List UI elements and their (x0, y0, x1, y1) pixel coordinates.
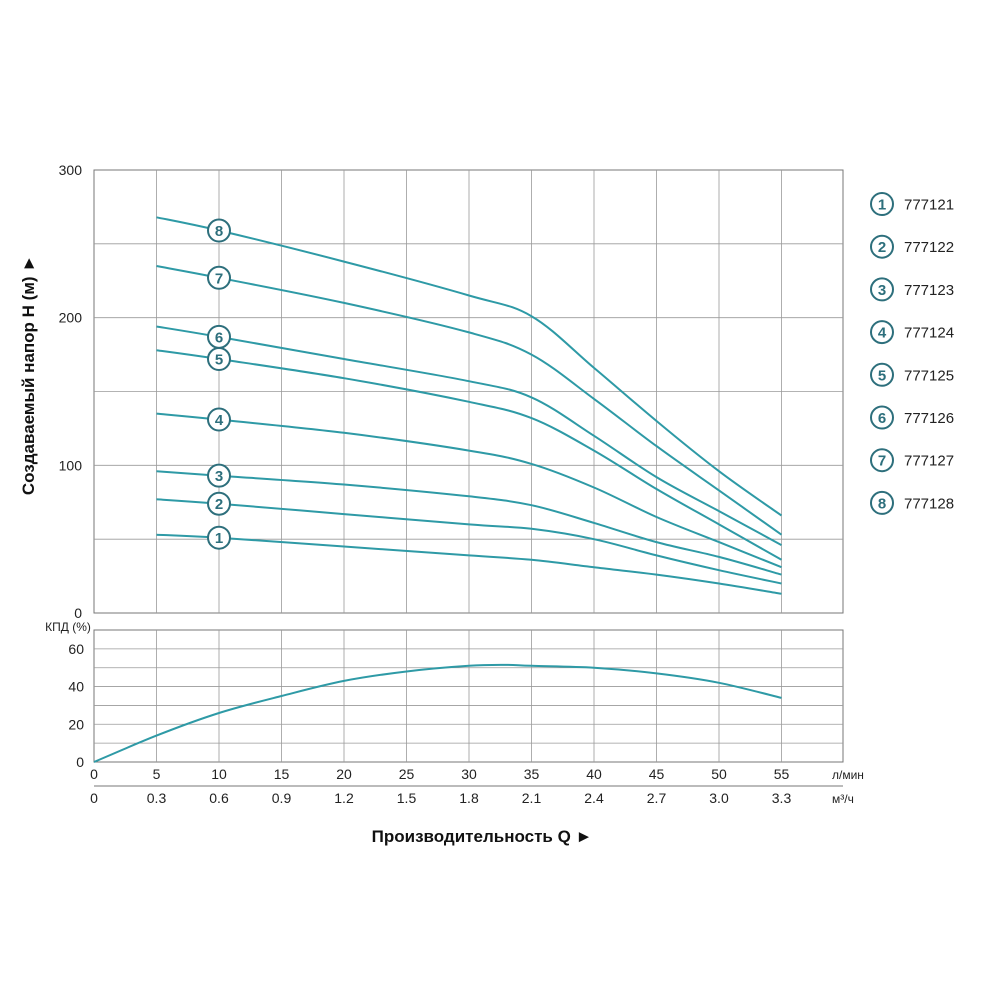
head-curve-2 (156, 498, 782, 585)
xtick-label-m3h: 2.1 (522, 790, 542, 806)
head-curve-6 (156, 325, 782, 546)
legend-item-label: 777121 (904, 197, 954, 214)
efficiency-axis-title: КПД (%) (45, 620, 91, 634)
legend: 1 777121 2 777122 3 777123 4 777124 5 777125 6 7771… (870, 192, 954, 515)
head-curve-5 (156, 349, 782, 561)
legend-marker-2 (870, 234, 894, 259)
head-curve-1 (156, 533, 782, 595)
efficiency-ytick-label: 20 (68, 716, 84, 732)
legend-marker-label-1: 1 (878, 197, 886, 214)
curve-marker-2 (207, 491, 231, 516)
xtick-label-lmin: 50 (711, 766, 727, 782)
m3h-unit-label: м³/ч (832, 792, 854, 806)
legend-marker-1 (870, 192, 894, 216)
legend-marker-7 (870, 448, 894, 473)
head-ytick-label: 0 (74, 605, 82, 621)
curve-marker-label-7: 7 (215, 270, 223, 287)
efficiency-plot-frame (93, 629, 844, 763)
text-layer: Создаваемый напор H (м) ► КПД (%) Произв… (19, 162, 864, 846)
efficiency-ytick-label: 0 (76, 754, 84, 770)
xtick-label-lmin: 25 (399, 766, 415, 782)
legend-marker-label-5: 5 (878, 367, 886, 384)
xtick-label-m3h: 1.8 (459, 790, 479, 806)
xtick-label-m3h: 1.5 (397, 790, 417, 806)
xtick-label-lmin: 40 (586, 766, 602, 782)
flow-axis-title: Производительность Q ► (372, 827, 593, 846)
legend-item-label: 777126 (904, 410, 954, 427)
legend-item-label: 777123 (904, 282, 954, 299)
efficiency-ytick-label: 40 (68, 679, 84, 695)
legend-item-label: 777128 (904, 495, 954, 512)
xtick-label-m3h: 2.4 (584, 790, 604, 806)
xtick-label-m3h: 3.0 (709, 790, 729, 806)
head-ytick-label: 200 (59, 310, 83, 326)
xtick-label-lmin: 0 (90, 766, 98, 782)
xtick-label-lmin: 15 (274, 766, 290, 782)
legend-marker-label-7: 7 (878, 453, 886, 470)
xtick-label-lmin: 45 (649, 766, 665, 782)
curve-marker-label-4: 4 (215, 412, 224, 429)
xtick-label-lmin: 35 (524, 766, 540, 782)
efficiency-curve (93, 663, 782, 763)
legend-marker-4 (870, 320, 894, 345)
curve-marker-label-3: 3 (215, 468, 223, 485)
xtick-label-lmin: 30 (461, 766, 477, 782)
xtick-label-m3h: 0 (90, 790, 98, 806)
legend-marker-3 (870, 277, 894, 302)
legend-marker-label-4: 4 (878, 325, 887, 342)
xtick-label-lmin: 5 (153, 766, 161, 782)
curve-marker-7 (207, 265, 231, 290)
curve-marker-3 (207, 463, 231, 488)
legend-item-label: 777122 (904, 239, 954, 256)
head-ytick-label: 300 (59, 162, 83, 178)
curve-marker-1 (207, 525, 231, 550)
xtick-label-m3h: 0.9 (272, 790, 292, 806)
legend-item-label: 777125 (904, 367, 954, 384)
grid-layer (93, 169, 844, 787)
curve-marker-8 (207, 218, 231, 243)
head-axis-title: Создаваемый напор H (м) ► (19, 255, 38, 495)
xtick-label-m3h: 3.3 (772, 790, 792, 806)
curve-layer (93, 216, 783, 763)
head-curve-8 (156, 216, 783, 517)
lmin-unit-label: л/мин (832, 768, 864, 782)
curve-marker-4 (207, 407, 231, 432)
legend-marker-6 (870, 405, 894, 430)
legend-marker-label-3: 3 (878, 282, 886, 299)
curve-marker-label-6: 6 (215, 329, 223, 346)
head-ytick-label: 100 (59, 457, 83, 473)
legend-marker-5 (870, 362, 894, 387)
legend-marker-label-8: 8 (878, 495, 886, 512)
xtick-label-m3h: 2.7 (647, 790, 667, 806)
xtick-label-lmin: 55 (774, 766, 790, 782)
legend-marker-label-6: 6 (878, 410, 886, 427)
legend-item-label: 777127 (904, 453, 954, 470)
head-curve-7 (156, 265, 783, 536)
efficiency-ytick-label: 60 (68, 641, 84, 657)
curve-marker-label-8: 8 (215, 223, 223, 240)
curve-marker-label-1: 1 (215, 530, 223, 547)
marker-layer: 1 2 3 4 5 6 7 8 (207, 218, 231, 550)
head-curve-3 (156, 470, 782, 576)
xtick-label-m3h: 1.2 (334, 790, 354, 806)
curve-marker-label-5: 5 (215, 352, 223, 369)
xtick-label-m3h: 0.6 (209, 790, 229, 806)
legend-marker-label-2: 2 (878, 239, 886, 256)
head-curve-4 (156, 412, 782, 569)
xtick-label-lmin: 10 (211, 766, 227, 782)
curve-marker-label-2: 2 (215, 496, 223, 513)
curve-marker-6 (207, 324, 231, 349)
xtick-label-m3h: 0.3 (147, 790, 167, 806)
legend-item-label: 777124 (904, 325, 954, 342)
legend-marker-8 (870, 490, 894, 515)
xtick-label-lmin: 20 (336, 766, 352, 782)
